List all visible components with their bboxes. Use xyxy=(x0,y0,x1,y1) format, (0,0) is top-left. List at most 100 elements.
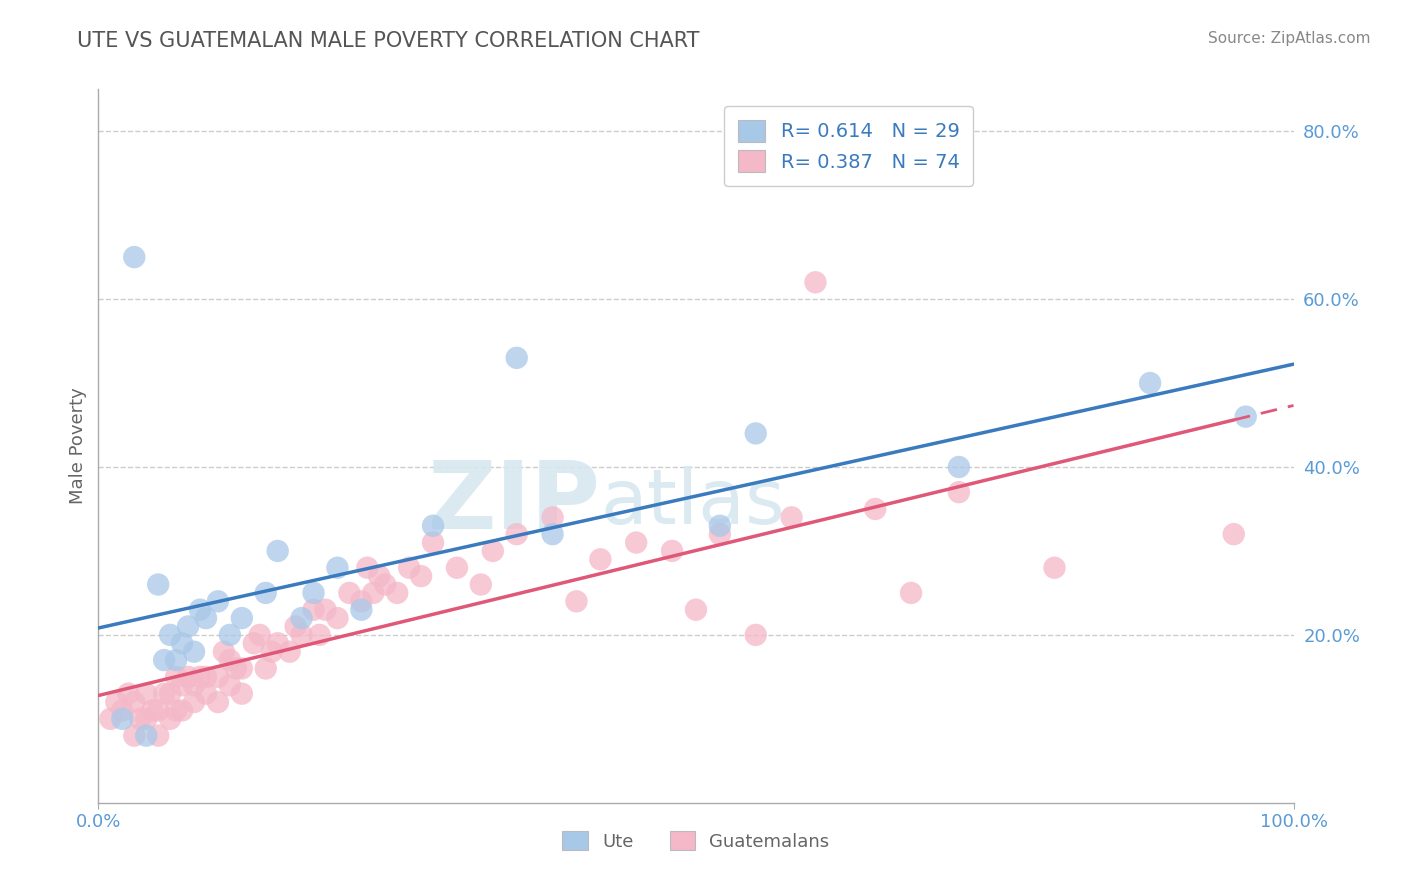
Point xyxy=(195,611,218,625)
Point xyxy=(804,275,827,289)
Y-axis label: Male Poverty: Male Poverty xyxy=(69,388,87,504)
Point xyxy=(225,661,247,675)
Point xyxy=(398,560,420,574)
Point xyxy=(339,586,361,600)
Point xyxy=(183,678,205,692)
Point xyxy=(302,586,325,600)
Point xyxy=(326,560,349,574)
Point xyxy=(98,712,122,726)
Point xyxy=(291,628,314,642)
Point xyxy=(308,628,330,642)
Point xyxy=(148,577,170,591)
Point xyxy=(165,703,187,717)
Point xyxy=(188,603,211,617)
Point xyxy=(565,594,588,608)
Point xyxy=(350,594,373,608)
Point xyxy=(481,544,505,558)
Point xyxy=(506,527,529,541)
Point xyxy=(159,628,181,642)
Point xyxy=(315,603,337,617)
Point xyxy=(541,510,564,524)
Point xyxy=(780,510,803,524)
Point xyxy=(207,695,229,709)
Point xyxy=(589,552,612,566)
Point xyxy=(267,544,290,558)
Point xyxy=(207,670,229,684)
Point xyxy=(117,687,139,701)
Point xyxy=(135,712,157,726)
Point xyxy=(254,586,277,600)
Text: UTE VS GUATEMALAN MALE POVERTY CORRELATION CHART: UTE VS GUATEMALAN MALE POVERTY CORRELATI… xyxy=(77,31,700,51)
Point xyxy=(172,636,194,650)
Point xyxy=(159,712,181,726)
Point xyxy=(183,645,205,659)
Point xyxy=(1223,527,1246,541)
Point xyxy=(260,645,283,659)
Point xyxy=(124,695,146,709)
Point xyxy=(165,670,187,684)
Point xyxy=(172,703,194,717)
Point xyxy=(153,653,176,667)
Point xyxy=(470,577,492,591)
Text: atlas: atlas xyxy=(600,467,785,540)
Point xyxy=(709,527,731,541)
Point xyxy=(153,687,176,701)
Point xyxy=(135,687,157,701)
Point xyxy=(1139,376,1161,390)
Point xyxy=(249,628,271,642)
Point xyxy=(709,518,731,533)
Point xyxy=(129,712,152,726)
Point xyxy=(231,611,253,625)
Point xyxy=(422,518,444,533)
Point xyxy=(267,636,290,650)
Point xyxy=(661,544,683,558)
Point xyxy=(172,678,194,692)
Point xyxy=(188,670,211,684)
Point xyxy=(141,703,163,717)
Point xyxy=(422,535,444,549)
Point xyxy=(374,577,396,591)
Point xyxy=(231,687,253,701)
Point xyxy=(219,628,242,642)
Point xyxy=(284,619,307,633)
Point xyxy=(302,603,325,617)
Point xyxy=(1234,409,1257,424)
Point xyxy=(207,594,229,608)
Point xyxy=(254,661,277,675)
Point xyxy=(219,678,242,692)
Point xyxy=(948,485,970,500)
Point xyxy=(865,502,887,516)
Point xyxy=(745,426,768,441)
Point xyxy=(1043,560,1066,574)
Text: Source: ZipAtlas.com: Source: ZipAtlas.com xyxy=(1208,31,1371,46)
Point xyxy=(385,586,409,600)
Point xyxy=(350,603,373,617)
Point xyxy=(900,586,922,600)
Point xyxy=(195,670,218,684)
Point xyxy=(177,670,200,684)
Point xyxy=(948,460,970,475)
Point xyxy=(541,527,564,541)
Point xyxy=(363,586,385,600)
Point xyxy=(111,703,134,717)
Point xyxy=(135,729,157,743)
Point xyxy=(326,611,349,625)
Point xyxy=(124,729,146,743)
Point xyxy=(446,560,468,574)
Point xyxy=(148,729,170,743)
Point xyxy=(356,560,378,574)
Point xyxy=(368,569,391,583)
Point xyxy=(148,703,170,717)
Point xyxy=(411,569,433,583)
Point xyxy=(231,661,253,675)
Point xyxy=(165,653,187,667)
Point xyxy=(177,619,200,633)
Point xyxy=(685,603,707,617)
Point xyxy=(278,645,301,659)
Point xyxy=(291,611,314,625)
Point xyxy=(212,645,235,659)
Point xyxy=(159,687,181,701)
Point xyxy=(506,351,529,365)
Point xyxy=(105,695,128,709)
Legend: Ute, Guatemalans: Ute, Guatemalans xyxy=(555,824,837,858)
